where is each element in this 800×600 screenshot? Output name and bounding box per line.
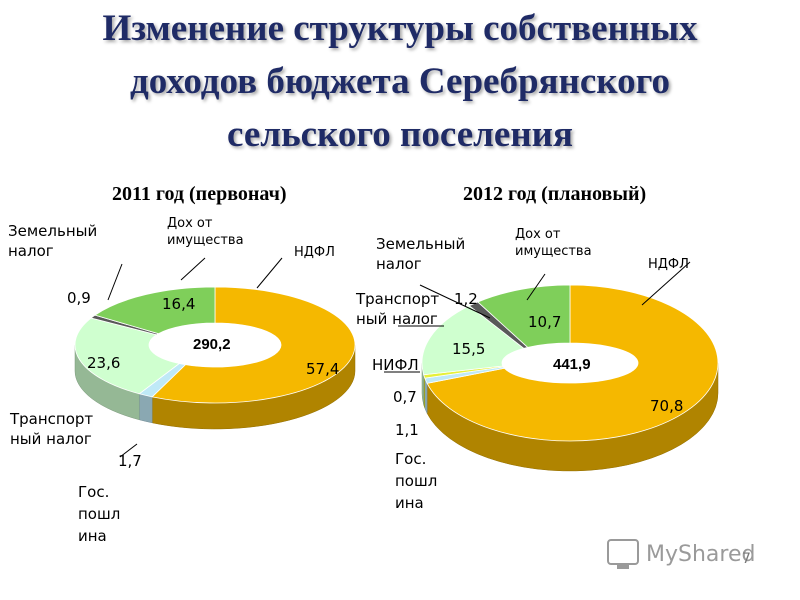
donut-chart-2011 <box>74 286 356 430</box>
value-ndfl-2012: 70,8 <box>650 397 683 415</box>
donut-side-гос-пошлина <box>138 393 153 424</box>
chart-2011-title: 2011 год (первонач) <box>112 183 287 205</box>
monitor-icon <box>607 539 639 565</box>
leader-gos-2011 <box>119 443 138 458</box>
slide-title: Изменение структуры собственных доходов … <box>102 8 698 155</box>
annotation-transport-2012: Транспорт ный налог <box>355 290 439 328</box>
watermark: MyShared <box>607 539 755 569</box>
annotation-property-2011: Дох от имущества <box>167 216 244 248</box>
value-land-2011: 0,9 <box>67 289 91 307</box>
leader-ndfl-2011 <box>256 257 283 289</box>
annotation-property-2012: Дох от имущества <box>515 227 592 259</box>
value-gos-2012: 1,1 <box>395 421 419 439</box>
value-ndfl-2011: 57,4 <box>306 360 339 378</box>
value-land-2012: 1,2 <box>454 290 478 308</box>
leader-property-2012 <box>526 273 546 301</box>
annotation-ndfl-2011: НДФЛ <box>294 245 335 260</box>
donut-chart-2012 <box>421 284 719 472</box>
value-gos-2011: 1,7 <box>118 452 142 470</box>
value-transport-2012: 15,5 <box>452 340 485 358</box>
total-2012: 441,9 <box>553 356 591 373</box>
leader-land-2012 <box>419 284 491 319</box>
watermark-text: MyShared <box>646 542 755 567</box>
value-transport-2011: 23,6 <box>87 354 120 372</box>
value-nifl-2012: 0,7 <box>393 388 417 406</box>
leader-land-2011 <box>107 263 123 301</box>
leader-ndfl-2012 <box>641 261 691 306</box>
leader-property-2011 <box>180 257 206 281</box>
value-property-2011: 16,4 <box>162 295 195 313</box>
annotation-gos-2011: Гос. пошл ина <box>78 483 120 545</box>
total-2011: 290,2 <box>193 336 231 353</box>
page-number: 7 <box>742 551 751 567</box>
annotation-nifl-2012: НИФЛ <box>372 356 419 374</box>
annotation-land-2011: Земельный налог <box>8 222 97 260</box>
annotation-ndfl-2012: НДФЛ <box>648 257 689 272</box>
chart-2012-title: 2012 год (плановый) <box>463 183 647 205</box>
donut-hole <box>502 343 638 383</box>
annotation-gos-2012: Гос. пошл ина <box>395 450 437 512</box>
value-property-2012: 10,7 <box>528 313 561 331</box>
annotation-transport-2011: Транспорт ный налог <box>9 410 93 448</box>
annotation-land-2012: Земельный налог <box>376 235 465 273</box>
donut-hole <box>149 323 281 367</box>
